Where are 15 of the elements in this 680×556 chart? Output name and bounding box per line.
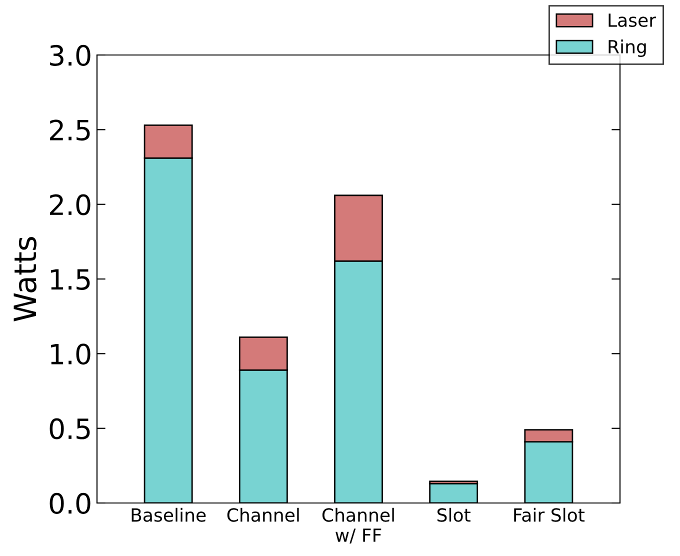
y-axis-title: Watts (14, 237, 36, 322)
y-tick-label: 0.5 (50, 418, 90, 440)
legend-label: Ring (608, 40, 646, 57)
x-tick-label: Baseline (132, 508, 206, 522)
x-tick-label: Channel w/ FF (322, 508, 394, 544)
y-tick-label: 3.0 (50, 44, 90, 66)
y-tick-label: 2.5 (50, 120, 90, 141)
y-tick-label: 1.0 (51, 344, 90, 365)
x-tick-label: Channel (227, 508, 299, 522)
y-tick-label: 1.5 (51, 269, 90, 290)
legend-label: Laser (608, 14, 656, 27)
y-tick-label: 0.0 (50, 492, 90, 514)
x-tick-label: Fair Slot (514, 508, 585, 522)
y-tick-label: 2.0 (50, 194, 90, 216)
x-tick-label: Slot (437, 508, 470, 522)
